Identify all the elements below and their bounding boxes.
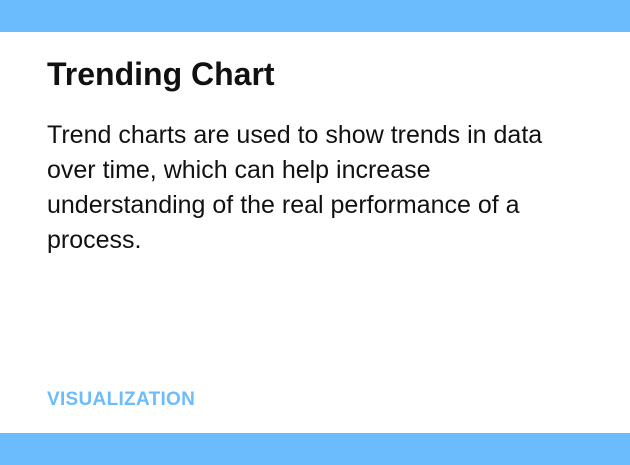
card-description: Trend charts are used to show trends in … [47, 121, 543, 254]
card-title: Trending Chart [47, 56, 275, 92]
category-label: VISUALIZATION [47, 389, 196, 410]
bottom-accent-bar [0, 433, 630, 465]
top-accent-bar [0, 0, 630, 32]
